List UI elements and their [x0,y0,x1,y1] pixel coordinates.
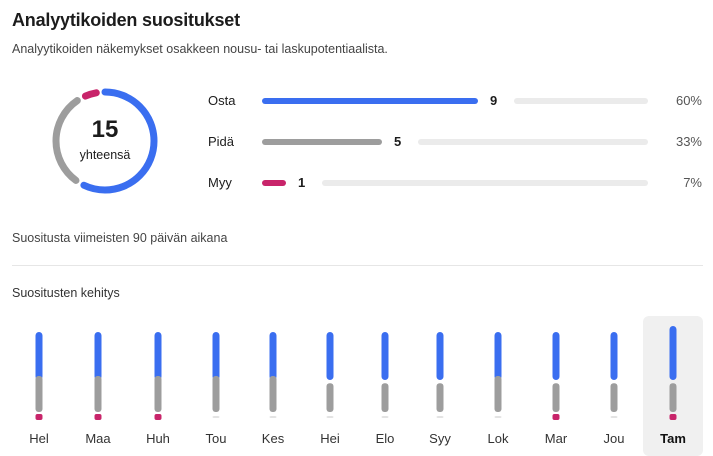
rating-track-hold [418,139,648,145]
trend-bar-hold [94,376,102,412]
trend-bar-sell [212,416,220,418]
trend-bar-sell [326,416,334,418]
trend-bar-sell [552,414,560,420]
rating-track-sell [322,180,648,186]
trend-column-kes [269,332,277,418]
total-count: 15 [91,116,119,143]
month-label-lok: Lok [487,431,509,446]
trend-bar-sell [269,416,277,418]
trend-bar-hold [154,376,162,412]
trend-bar-hold [552,383,560,412]
rating-bar-hold: 5 [262,134,648,149]
trend-bar-sell [381,416,389,418]
rating-count: 1 [298,175,306,190]
month-label-tam: Tam [660,431,686,446]
trend-bar-hold [494,376,502,412]
trend-bar-hold [669,383,677,412]
trend-bar-buy [494,332,502,380]
period-note: Suositusta viimeisten 90 päivän aikana [12,231,228,245]
trend-bar-hold [212,376,220,412]
month-label-huh: Huh [146,431,170,446]
month-label-elo: Elo [375,431,395,446]
trend-column-hel [35,332,43,420]
trend-bar-sell [610,416,618,418]
trend-column-mar [552,332,560,420]
trend-bar-buy [669,326,677,380]
rating-label: Pidä [208,134,235,149]
trend-column-syy [436,332,444,418]
rating-fill-hold [262,139,382,145]
rating-bar-buy: 9 [262,93,648,108]
page-subtitle: Analyytikoiden näkemykset osakkeen nousu… [12,42,388,56]
donut-segment-buy [52,88,158,194]
trend-bar-hold [381,383,389,412]
trend-bar-sell [94,414,102,420]
month-label-hei: Hei [320,431,340,446]
trend-bar-buy [269,332,277,380]
total-label: yhteensä [79,148,131,162]
trend-bar-buy [610,332,618,380]
rating-count: 9 [490,93,498,108]
rating-label: Osta [208,93,236,108]
month-label-tou: Tou [205,431,227,446]
rating-count: 5 [394,134,402,149]
rating-fill-buy [262,98,478,104]
trend-column-tam [669,326,677,420]
trend-bar-sell [494,416,502,418]
trend-column-jou [610,332,618,418]
trend-bar-buy [326,332,334,380]
rating-label: Myy [208,175,232,190]
trend-title: Suositusten kehitys [12,286,120,300]
trend-column-huh [154,332,162,420]
trend-column-hei [326,332,334,418]
trend-bar-buy [436,332,444,380]
trend-bar-sell [669,414,677,420]
ratings-donut [52,88,158,194]
rating-fill-sell [262,180,286,186]
month-label-syy: Syy [429,431,451,446]
trend-column-lok [494,332,502,418]
trend-bar-hold [436,383,444,412]
trend-bar-buy [35,332,43,380]
month-label-mar: Mar [544,431,568,446]
divider [12,265,703,266]
trend-chart [35,326,677,420]
page-title: Analyytikoiden suositukset [12,10,240,30]
month-label-kes: Kes [261,431,285,446]
trend-bar-hold [326,383,334,412]
trend-bar-hold [610,383,618,412]
rating-percent: 60% [675,93,702,108]
trend-bar-sell [436,416,444,418]
rating-percent: 7% [683,175,702,190]
trend-column-maa [94,332,102,420]
trend-bar-sell [154,414,162,420]
rating-track-buy [514,98,648,104]
trend-bar-buy [381,332,389,380]
trend-column-tou [212,332,220,418]
trend-bar-hold [35,376,43,412]
trend-bar-sell [35,414,43,420]
month-label-maa: Maa [85,431,111,446]
trend-bar-buy [212,332,220,380]
trend-bar-hold [269,376,277,412]
trend-bar-buy [94,332,102,380]
trend-column-elo [381,332,389,418]
rating-percent: 33% [675,134,702,149]
donut-segment-hold [52,88,158,194]
trend-bar-buy [154,332,162,380]
month-label-jou: Jou [603,431,625,446]
month-label-hel: Hel [29,431,49,446]
rating-bar-sell: 1 [262,175,648,190]
trend-bar-buy [552,332,560,380]
